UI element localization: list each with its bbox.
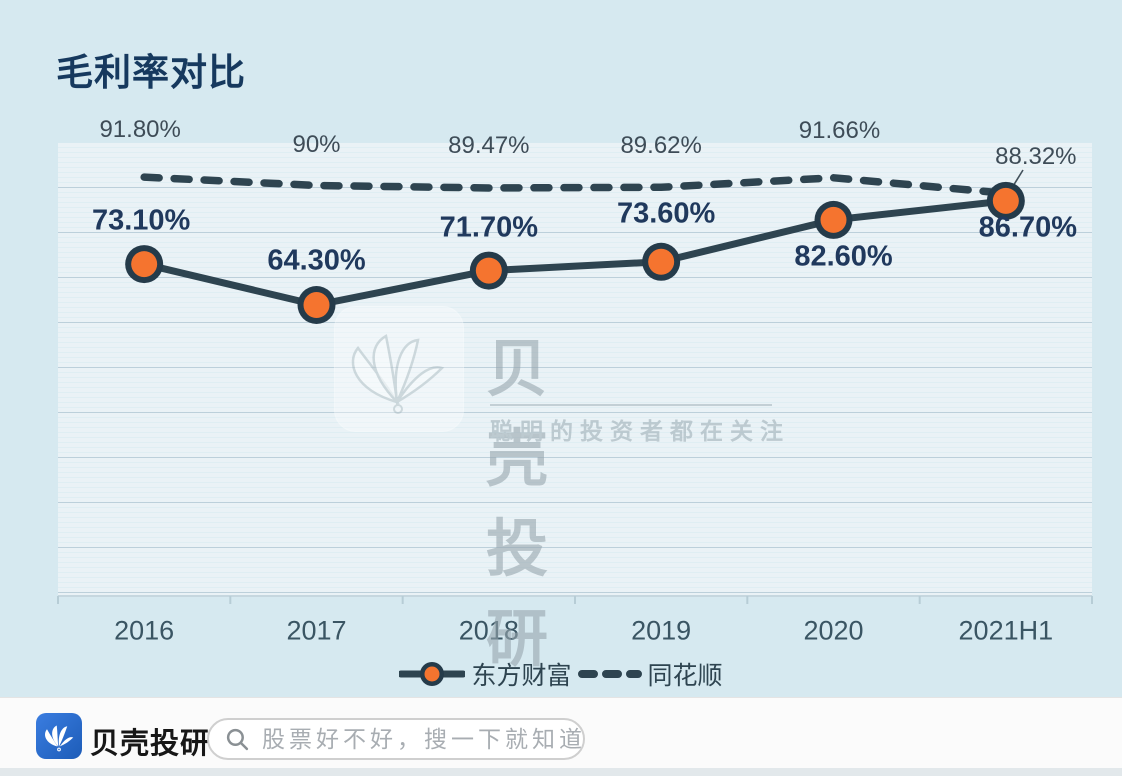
legend-label: 同花顺: [647, 662, 723, 690]
data-label-东方财富-2017: 64.30%: [267, 244, 366, 277]
chart-title: 毛利率对比: [56, 52, 246, 93]
watermark-divider: [490, 404, 772, 406]
search-icon: [226, 728, 249, 750]
footer-bottom-shade: [0, 768, 1122, 776]
data-label-同花顺-2017: 90%: [292, 130, 341, 158]
data-label-东方财富-2016: 73.10%: [91, 204, 191, 237]
data-label-东方财富-2019: 73.60%: [616, 197, 716, 230]
data-label-同花顺-2018: 89.47%: [448, 131, 530, 159]
brand-shell-logo-icon: [36, 713, 82, 759]
data-label-东方财富-2021H1: 86.70%: [978, 211, 1078, 244]
search-input[interactable]: [260, 719, 583, 759]
legend-item-dongfangcaifu: 东方财富: [399, 656, 572, 692]
data-label-同花顺-2016: 91.80%: [99, 116, 181, 144]
x-axis-label-2020: 2020: [803, 615, 864, 646]
watermark-shell-icon: [334, 306, 464, 432]
chart-legend: 东方财富 同花顺: [0, 656, 1122, 692]
footer-bar: 贝壳投研: [0, 697, 1122, 776]
data-label-同花顺-2020: 91.66%: [798, 116, 881, 144]
x-axis-label-2016: 2016: [114, 615, 175, 646]
chart-plot-area: [58, 143, 1092, 597]
legend-solid-line-marker-icon: [399, 662, 466, 686]
data-label-东方财富-2020: 82.60%: [794, 240, 893, 273]
search-box[interactable]: [207, 718, 585, 760]
legend-dashed-line-marker-icon: [577, 670, 642, 678]
brand-name: 贝壳投研: [90, 728, 211, 760]
data-label-东方财富-2018: 71.70%: [439, 211, 539, 244]
legend-item-tonghuashun: 同花顺: [577, 656, 723, 692]
data-label-同花顺-2021H1: 88.32%: [995, 143, 1077, 171]
x-axis-label-2021H1: 2021H1: [958, 615, 1054, 646]
watermark-tagline: 聪明的投资者都在关注: [490, 418, 790, 444]
data-label-同花顺-2019: 89.62%: [620, 132, 702, 160]
x-axis-label-2017: 2017: [286, 615, 347, 646]
watermark-brand: 贝壳投研: [486, 335, 557, 674]
x-axis-label-2019: 2019: [631, 615, 692, 646]
legend-label: 东方财富: [471, 662, 572, 690]
x-axis-label-2018: 2018: [458, 615, 519, 646]
